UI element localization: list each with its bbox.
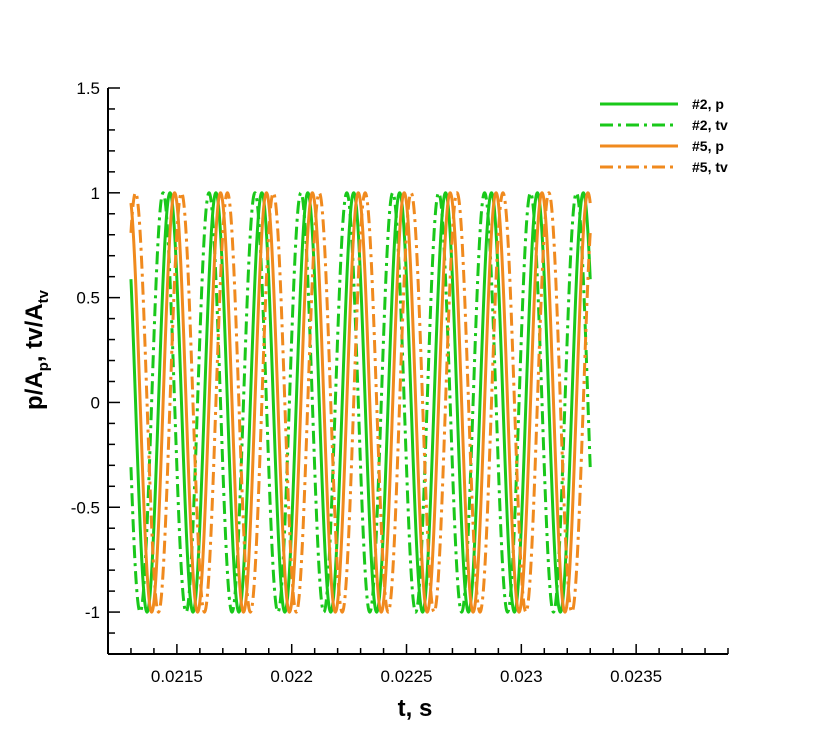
x-tick-label: 0.0235 xyxy=(610,667,662,686)
x-axis-title: t, s xyxy=(398,695,433,722)
y-tick-label: 0.5 xyxy=(76,289,100,308)
y-tick-label: -1 xyxy=(85,603,100,622)
legend-label: #5, tv xyxy=(692,159,728,175)
series-layer xyxy=(129,191,592,614)
legend-label: #2, tv xyxy=(692,117,728,133)
x-tick-label: 0.0215 xyxy=(151,667,203,686)
y-title-sub-tv: tv xyxy=(35,289,52,303)
y-tick-label: -0.5 xyxy=(71,498,100,517)
series-line-1 xyxy=(129,191,592,614)
x-tick-label: 0.023 xyxy=(500,667,543,686)
y-title-base: p/A xyxy=(21,371,48,410)
y-title-sub-p: p xyxy=(35,362,52,371)
legend-label: #2, p xyxy=(692,96,724,112)
legend-label: #5, p xyxy=(692,138,724,154)
axes xyxy=(107,88,728,655)
series-line-4 xyxy=(129,191,592,614)
y-title-mid: , tv/A xyxy=(21,303,48,362)
x-tick-label: 0.0225 xyxy=(381,667,433,686)
y-tick-label: 0 xyxy=(91,393,100,412)
y-tick-label: 1 xyxy=(91,184,100,203)
series-line-3 xyxy=(129,191,592,614)
y-axis-title: p/Ap, tv/Atv xyxy=(21,289,52,410)
legend: #2, p #2, tv #5, p #5, tv xyxy=(600,96,728,175)
x-tick-label: 0.022 xyxy=(270,667,313,686)
ticks: 0.0215 0.022 0.0225 0.023 0.0235 1.5 1 0.5 0 -0.5… xyxy=(71,79,729,686)
y-tick-label: 1.5 xyxy=(76,79,100,98)
